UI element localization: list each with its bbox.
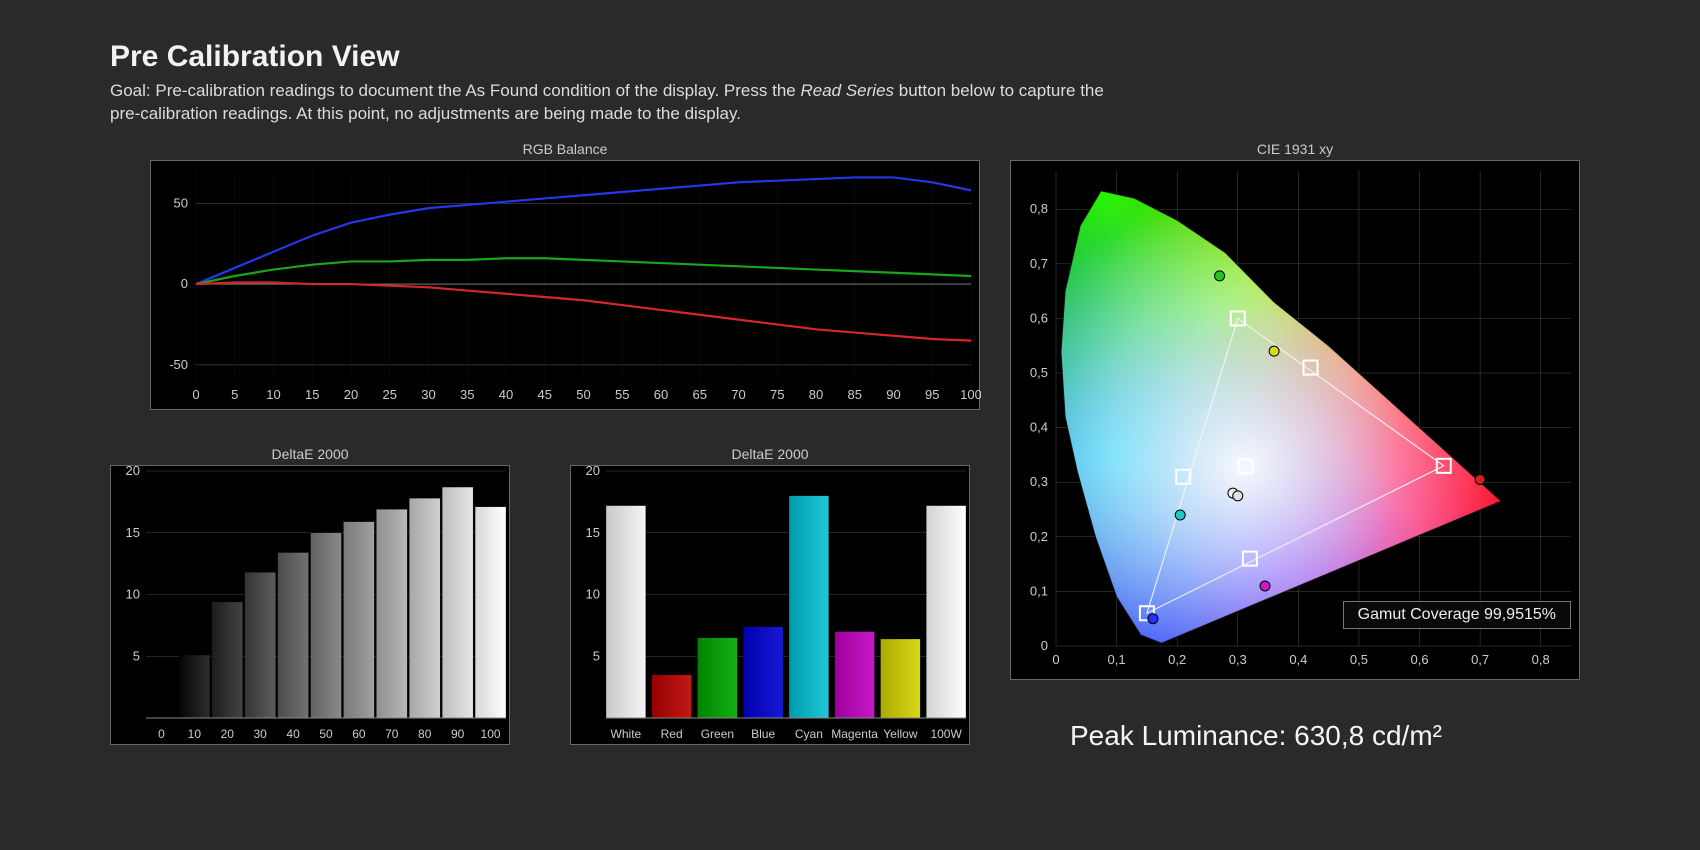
svg-text:15: 15 xyxy=(126,525,140,540)
svg-text:10: 10 xyxy=(586,587,600,602)
svg-text:5: 5 xyxy=(133,648,140,663)
svg-text:Yellow: Yellow xyxy=(883,727,918,741)
svg-text:0,1: 0,1 xyxy=(1108,652,1126,667)
grayscale-deltae-chart: DeltaE 2000 5101520010203040506070809010… xyxy=(110,465,510,745)
peak-luminance-label: Peak Luminance: 630,8 cd/m² xyxy=(1070,720,1442,752)
svg-text:0,8: 0,8 xyxy=(1030,201,1048,216)
svg-text:Magenta: Magenta xyxy=(831,727,878,741)
svg-text:40: 40 xyxy=(499,387,513,402)
svg-text:40: 40 xyxy=(286,727,300,741)
goal-emphasis: Read Series xyxy=(800,81,894,100)
rgb-balance-chart: RGB Balance -500500510152025303540455055… xyxy=(150,160,980,410)
svg-text:80: 80 xyxy=(809,387,823,402)
grayscale-deltae-title: DeltaE 2000 xyxy=(111,446,509,462)
svg-text:75: 75 xyxy=(770,387,784,402)
svg-text:0,5: 0,5 xyxy=(1030,365,1048,380)
svg-text:0,7: 0,7 xyxy=(1030,256,1048,271)
svg-text:30: 30 xyxy=(421,387,435,402)
goal-text: Goal: Pre-calibration readings to docume… xyxy=(110,80,1120,126)
svg-text:0,3: 0,3 xyxy=(1229,652,1247,667)
cie-1931-title: CIE 1931 xy xyxy=(1011,141,1579,157)
rgb-balance-title: RGB Balance xyxy=(151,141,979,157)
svg-text:0,6: 0,6 xyxy=(1410,652,1428,667)
svg-text:35: 35 xyxy=(460,387,474,402)
svg-text:60: 60 xyxy=(654,387,668,402)
svg-text:30: 30 xyxy=(254,727,268,741)
svg-text:5: 5 xyxy=(231,387,238,402)
svg-text:0,8: 0,8 xyxy=(1532,652,1550,667)
svg-text:0: 0 xyxy=(1041,638,1048,653)
svg-text:0,4: 0,4 xyxy=(1030,420,1048,435)
color-deltae-chart: DeltaE 2000 5101520WhiteRedGreenBlueCyan… xyxy=(570,465,970,745)
svg-text:70: 70 xyxy=(731,387,745,402)
svg-text:5: 5 xyxy=(593,648,600,663)
svg-text:0,6: 0,6 xyxy=(1030,310,1048,325)
color-deltae-title: DeltaE 2000 xyxy=(571,446,969,462)
svg-text:50: 50 xyxy=(174,195,188,210)
svg-text:0: 0 xyxy=(1052,652,1059,667)
svg-text:20: 20 xyxy=(586,466,600,478)
svg-text:95: 95 xyxy=(925,387,939,402)
svg-text:10: 10 xyxy=(266,387,280,402)
svg-text:15: 15 xyxy=(305,387,319,402)
svg-text:10: 10 xyxy=(126,587,140,602)
svg-text:Cyan: Cyan xyxy=(795,727,823,741)
svg-text:0: 0 xyxy=(192,387,199,402)
svg-text:45: 45 xyxy=(538,387,552,402)
svg-text:65: 65 xyxy=(693,387,707,402)
svg-text:0,4: 0,4 xyxy=(1289,652,1307,667)
svg-text:85: 85 xyxy=(848,387,862,402)
svg-text:0,3: 0,3 xyxy=(1030,474,1048,489)
svg-text:25: 25 xyxy=(383,387,397,402)
svg-text:10: 10 xyxy=(188,727,202,741)
svg-text:Red: Red xyxy=(661,727,683,741)
svg-text:0: 0 xyxy=(181,276,188,291)
svg-text:0,2: 0,2 xyxy=(1168,652,1186,667)
page-title: Pre Calibration View xyxy=(110,40,1610,74)
svg-text:White: White xyxy=(611,727,642,741)
svg-text:60: 60 xyxy=(352,727,366,741)
svg-text:0,7: 0,7 xyxy=(1471,652,1489,667)
goal-prefix: Goal: Pre-calibration readings to docume… xyxy=(110,81,800,100)
svg-text:50: 50 xyxy=(319,727,333,741)
cie-1931-chart: CIE 1931 xy 00,10,20,30,40,50,60,70,800,… xyxy=(1010,160,1580,680)
svg-text:90: 90 xyxy=(886,387,900,402)
svg-text:20: 20 xyxy=(126,466,140,478)
svg-text:-50: -50 xyxy=(169,357,188,372)
svg-text:15: 15 xyxy=(586,525,600,540)
svg-text:90: 90 xyxy=(451,727,465,741)
gamut-coverage-badge: Gamut Coverage 99,9515% xyxy=(1343,601,1571,629)
svg-text:Blue: Blue xyxy=(751,727,775,741)
svg-text:0,5: 0,5 xyxy=(1350,652,1368,667)
svg-text:80: 80 xyxy=(418,727,432,741)
svg-text:100W: 100W xyxy=(930,727,962,741)
svg-text:20: 20 xyxy=(221,727,235,741)
svg-text:Green: Green xyxy=(701,727,734,741)
svg-text:0,2: 0,2 xyxy=(1030,529,1048,544)
svg-text:100: 100 xyxy=(481,727,501,741)
svg-text:100: 100 xyxy=(960,387,981,402)
svg-text:20: 20 xyxy=(344,387,358,402)
svg-text:70: 70 xyxy=(385,727,399,741)
svg-text:0: 0 xyxy=(158,727,165,741)
svg-text:55: 55 xyxy=(615,387,629,402)
svg-text:0,1: 0,1 xyxy=(1030,583,1048,598)
svg-text:50: 50 xyxy=(576,387,590,402)
